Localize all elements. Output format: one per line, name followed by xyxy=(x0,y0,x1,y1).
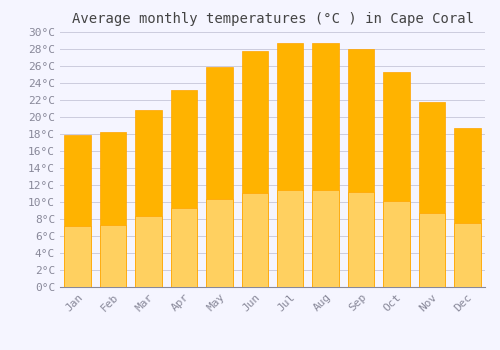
Bar xyxy=(136,110,162,287)
Bar xyxy=(242,193,268,287)
Bar xyxy=(277,43,303,287)
Bar xyxy=(312,43,339,287)
Bar xyxy=(454,128,480,287)
Bar xyxy=(454,223,480,287)
Title: Average monthly temperatures (°C ) in Cape Coral: Average monthly temperatures (°C ) in Ca… xyxy=(72,12,473,26)
Bar xyxy=(170,90,197,287)
Bar xyxy=(383,72,409,287)
Bar xyxy=(348,49,374,287)
Bar xyxy=(418,102,445,287)
Bar xyxy=(206,67,233,287)
Bar xyxy=(242,51,268,287)
Bar xyxy=(277,190,303,287)
Bar xyxy=(312,190,339,287)
Bar xyxy=(64,226,91,287)
Bar xyxy=(206,199,233,287)
Bar xyxy=(100,132,126,287)
Bar xyxy=(418,213,445,287)
Bar xyxy=(100,225,126,287)
Bar xyxy=(348,192,374,287)
Bar xyxy=(136,216,162,287)
Bar xyxy=(64,135,91,287)
Bar xyxy=(383,201,409,287)
Bar xyxy=(170,208,197,287)
